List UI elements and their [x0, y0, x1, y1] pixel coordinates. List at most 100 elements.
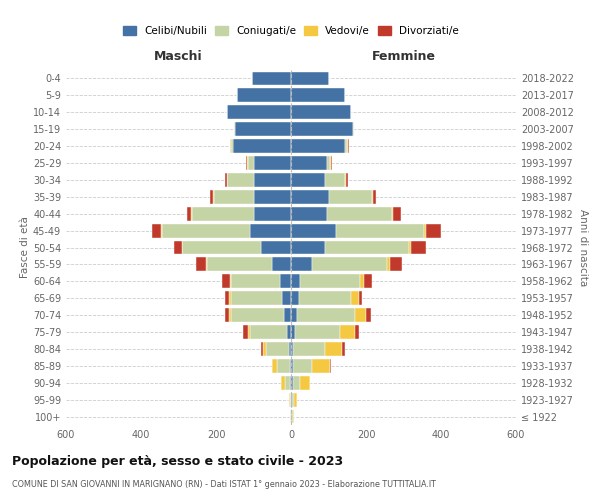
Bar	[291, 173, 325, 187]
Text: Popolazione per età, sesso e stato civile - 2023: Popolazione per età, sesso e stato civil…	[12, 455, 343, 468]
Bar	[351, 292, 359, 305]
Bar	[291, 156, 326, 170]
Bar	[325, 173, 346, 187]
Bar	[254, 156, 291, 170]
Bar	[211, 190, 214, 203]
Bar	[289, 392, 290, 406]
Bar	[291, 106, 351, 119]
Bar	[291, 376, 293, 390]
Bar	[291, 139, 346, 153]
Bar	[214, 190, 254, 203]
Bar	[290, 410, 291, 424]
Bar	[291, 190, 329, 203]
Bar	[227, 173, 254, 187]
Bar	[342, 342, 345, 356]
Bar	[301, 274, 361, 288]
Bar	[291, 325, 295, 339]
Bar	[284, 376, 290, 390]
Bar	[229, 292, 231, 305]
Bar	[174, 240, 182, 254]
Bar	[364, 274, 371, 288]
Bar	[235, 122, 291, 136]
Bar	[231, 274, 280, 288]
Bar	[229, 139, 230, 153]
Bar	[281, 376, 284, 390]
Bar	[329, 190, 371, 203]
Bar	[391, 258, 401, 272]
Bar	[191, 207, 254, 220]
Bar	[326, 207, 392, 220]
Bar	[287, 325, 291, 339]
Bar	[250, 325, 287, 339]
Bar	[284, 308, 291, 322]
Bar	[295, 325, 340, 339]
Bar	[426, 224, 441, 237]
Text: COMUNE DI SAN GIOVANNI IN MARIGNANO (RN) - Dati ISTAT 1° gennaio 2023 - Elaboraz: COMUNE DI SAN GIOVANNI IN MARIGNANO (RN)…	[12, 480, 436, 489]
Bar	[254, 190, 291, 203]
Bar	[248, 325, 250, 339]
Bar	[293, 359, 311, 373]
Bar	[293, 410, 295, 424]
Bar	[336, 224, 424, 237]
Bar	[224, 173, 227, 187]
Bar	[291, 392, 292, 406]
Bar	[206, 258, 272, 272]
Bar	[281, 292, 291, 305]
Bar	[250, 224, 291, 237]
Bar	[292, 410, 293, 424]
Bar	[348, 139, 349, 153]
Bar	[291, 258, 311, 272]
Bar	[271, 359, 277, 373]
Bar	[272, 258, 291, 272]
Bar	[346, 139, 347, 153]
Bar	[251, 72, 291, 86]
Bar	[182, 240, 261, 254]
Text: Femmine: Femmine	[371, 50, 436, 63]
Bar	[187, 207, 191, 220]
Bar	[311, 359, 331, 373]
Bar	[230, 139, 231, 153]
Bar	[227, 106, 291, 119]
Bar	[231, 292, 281, 305]
Bar	[224, 292, 229, 305]
Bar	[277, 359, 290, 373]
Bar	[296, 308, 355, 322]
Bar	[291, 308, 296, 322]
Bar	[347, 139, 348, 153]
Bar	[224, 308, 229, 322]
Bar	[291, 72, 329, 86]
Bar	[280, 274, 291, 288]
Bar	[346, 173, 348, 187]
Bar	[355, 308, 366, 322]
Bar	[291, 274, 301, 288]
Bar	[299, 292, 351, 305]
Bar	[293, 392, 298, 406]
Bar	[373, 190, 376, 203]
Bar	[231, 139, 233, 153]
Bar	[244, 325, 248, 339]
Bar	[205, 258, 206, 272]
Bar	[236, 88, 291, 102]
Bar	[161, 224, 250, 237]
Bar	[366, 308, 371, 322]
Bar	[392, 207, 394, 220]
Bar	[325, 342, 342, 356]
Bar	[223, 274, 230, 288]
Bar	[289, 342, 291, 356]
Bar	[326, 156, 331, 170]
Bar	[291, 292, 299, 305]
Bar	[340, 325, 355, 339]
Bar	[248, 156, 254, 170]
Bar	[263, 342, 266, 356]
Bar	[152, 224, 161, 237]
Bar	[359, 292, 362, 305]
Legend: Celibi/Nubili, Coniugati/e, Vedovi/e, Divorziati/e: Celibi/Nubili, Coniugati/e, Vedovi/e, Di…	[119, 22, 463, 40]
Bar	[290, 359, 291, 373]
Bar	[233, 139, 291, 153]
Bar	[291, 122, 353, 136]
Bar	[325, 240, 409, 254]
Bar	[254, 173, 291, 187]
Bar	[293, 376, 301, 390]
Bar	[291, 88, 346, 102]
Bar	[355, 325, 359, 339]
